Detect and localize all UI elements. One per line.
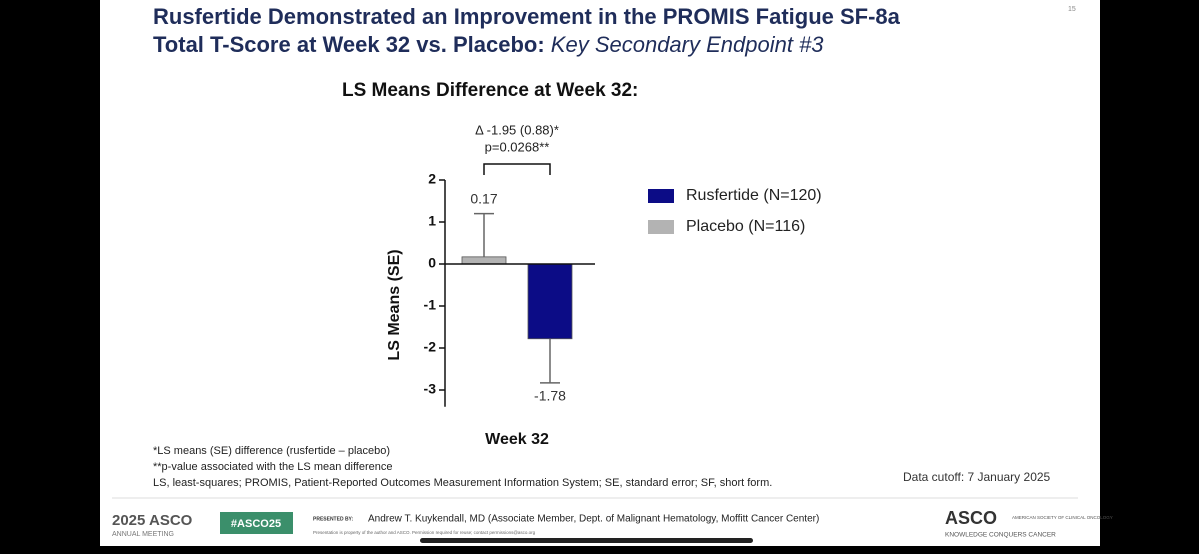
title: Rusfertide Demonstrated an Improvement i… — [153, 4, 901, 29]
y-tick-label: 1 — [428, 213, 436, 229]
presenter: Andrew T. Kuykendall, MD (Associate Memb… — [368, 514, 819, 525]
slide-background — [100, 0, 1100, 546]
legend-label: Rusfertide (N=120) — [686, 187, 822, 204]
annotation: p=0.0268** — [485, 139, 550, 154]
home-indicator — [420, 538, 753, 543]
asco-logo: ASCO — [945, 508, 997, 528]
presented-by: PRESENTED BY: — [313, 516, 354, 522]
title-part: Key Secondary Endpoint #3 — [551, 32, 825, 57]
title-part: Total T-Score at Week 32 vs. Placebo: — [153, 32, 551, 57]
footnote: **p-value associated with the LS mean di… — [153, 461, 393, 473]
y-tick-label: 2 — [428, 171, 436, 187]
asco-tagline: KNOWLEDGE CONQUERS CANCER — [945, 532, 1056, 539]
legend-label: Placebo (N=116) — [686, 218, 805, 235]
bar — [461, 256, 507, 265]
meeting-subtitle: ANNUAL MEETING — [112, 531, 174, 538]
copyright: Presentation is property of the author a… — [313, 530, 536, 535]
y-tick-label: -1 — [424, 297, 437, 313]
y-tick-label: -3 — [424, 381, 437, 397]
footnote: *LS means (SE) difference (rusfertide – … — [153, 445, 390, 457]
annotation: Δ -1.95 (0.88)* — [475, 122, 559, 137]
y-tick-label: 0 — [428, 255, 436, 271]
value-label: 0.17 — [470, 190, 497, 206]
footnote: LS, least-squares; PROMIS, Patient-Repor… — [153, 477, 772, 489]
error-bar — [474, 212, 494, 257]
value-label: -1.78 — [534, 388, 566, 404]
chart: *LS means (SE) difference (rusfertide – … — [153, 122, 822, 488]
page-number: 15 — [1068, 6, 1076, 13]
comparison-bracket — [483, 163, 551, 175]
title: Total T-Score at Week 32 vs. Placebo: Ke… — [153, 32, 824, 57]
chart-title: LS Means Difference at Week 32: — [342, 80, 638, 101]
asco-name: AMERICAN SOCIETY OF CLINICAL ONCOLOGY — [1012, 515, 1113, 520]
x-tick-label: Week 32 — [485, 431, 549, 448]
hashtag: #ASCO25 — [231, 518, 281, 530]
legend-swatch — [648, 220, 674, 234]
bar — [527, 263, 573, 340]
data-cutoff: Data cutoff: 7 January 2025 — [903, 470, 1051, 484]
error-bar — [540, 338, 560, 384]
legend-swatch — [648, 189, 674, 203]
meeting-logo: 2025 ASCO — [112, 512, 193, 529]
y-tick-label: -2 — [424, 339, 437, 355]
hashtag-box — [220, 512, 293, 534]
y-axis-label: LS Means (SE) — [386, 249, 403, 360]
